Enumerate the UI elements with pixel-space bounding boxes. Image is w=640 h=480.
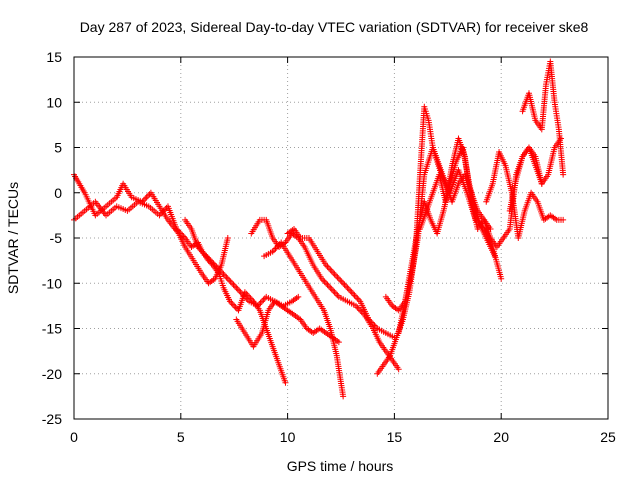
y-tick-label: 5 [54,140,62,156]
data-point [240,292,247,299]
data-point [282,379,289,386]
data-point [354,295,361,302]
x-tick-label: 0 [70,429,78,445]
data-point [335,275,342,282]
data-point [271,247,278,254]
data-point [345,286,352,293]
data-point [221,272,228,279]
data-point [331,289,338,296]
data-point [145,192,152,199]
data-point [333,272,340,279]
y-axis-label: SDTVAR / TECUs [5,182,21,294]
data-point [227,278,234,285]
data-point [229,301,236,308]
data-point [323,280,330,287]
data-point [143,194,150,201]
data-point [223,274,230,281]
data-point [347,287,354,294]
series-track-13 [519,58,567,178]
y-tick-label: 10 [46,94,62,110]
y-tick-label: -20 [42,366,62,382]
series-track-7 [284,225,398,341]
x-tick-label: 15 [387,429,403,445]
data-point [491,253,498,260]
data-point [560,216,567,223]
data-point [234,286,241,293]
data-point [327,266,334,273]
y-tick-label: -25 [42,411,62,427]
data-point [224,275,231,282]
data-point [355,305,362,312]
y-tick-label: -5 [50,230,63,246]
data-point [333,290,340,297]
series-track-12 [483,149,567,241]
data-point [244,296,251,303]
data-point [324,281,331,288]
data-point [232,304,239,311]
data-point [330,269,337,276]
x-tick-label: 10 [280,429,296,445]
data-point [320,277,327,284]
data-point [258,298,265,305]
data-point [229,280,236,287]
y-tick-label: -15 [42,321,62,337]
axis-ticks: 0 5 10 15 20 25 15 10 5 0 -5 -10 -15 -20 -25 [42,49,616,445]
series-track-10 [395,144,498,337]
data-point [325,283,332,290]
data-point [230,281,237,288]
data-point [340,393,347,400]
data-point [352,293,359,300]
data-point [350,290,357,297]
data-point [348,289,355,296]
data-points [71,58,567,400]
data-point [231,283,238,290]
data-point [236,287,243,294]
data-point [331,271,338,278]
data-point [330,287,337,294]
data-point [498,275,505,282]
x-tick-label: 5 [177,429,185,445]
data-point [233,284,240,291]
data-point [328,286,335,293]
data-point [324,263,331,270]
data-point [560,171,567,178]
chart-title: Day 287 of 2023, Sidereal Day-to-day VTE… [80,19,589,35]
y-tick-label: 15 [46,49,62,65]
data-point [321,278,328,285]
data-point [224,235,231,241]
data-point [351,292,358,299]
data-point [226,277,233,284]
data-point [295,293,302,300]
series-track-3 [182,216,302,309]
data-point [328,268,335,275]
series-track-1 [71,171,231,287]
data-point [337,277,344,284]
data-point [335,339,342,346]
data-point [371,322,378,329]
data-point [340,280,347,287]
series-track-14 [506,135,565,214]
data-point [325,265,332,272]
data-point [334,292,341,299]
data-point [344,284,351,291]
data-point [342,283,349,290]
data-point [395,366,402,373]
series-track-4 [233,298,342,350]
data-point [334,274,341,281]
x-axis-label: GPS time / hours [287,458,394,474]
data-point [487,225,494,232]
y-tick-label: 0 [54,185,62,201]
data-point [341,281,348,288]
x-tick-label: 25 [600,429,616,445]
y-tick-label: -10 [42,275,62,291]
data-point [327,284,334,291]
x-tick-label: 20 [493,429,509,445]
data-point [558,135,565,142]
series-track-5 [261,239,347,400]
data-point [338,278,345,285]
